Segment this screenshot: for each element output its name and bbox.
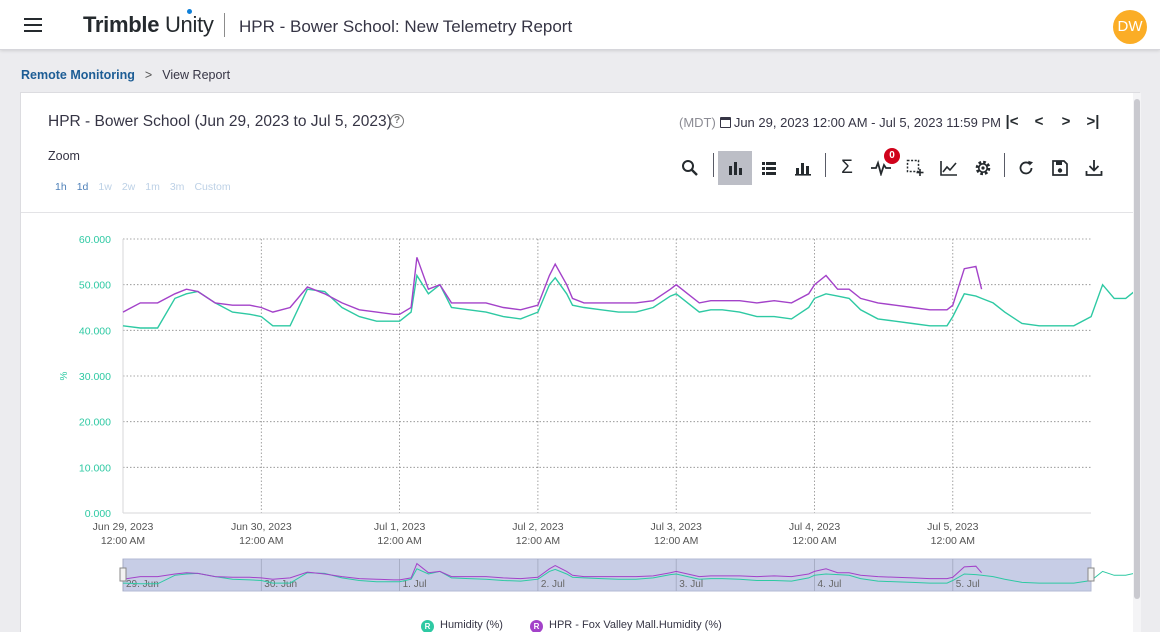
humidity-chart[interactable]: 0.000 10.000 20.000 30.000 40.000 50.000 60.00… — [21, 93, 1133, 613]
navigator-left-handle[interactable] — [119, 567, 127, 582]
top-bar: Trimble Unity HPR - Bower School: New Te… — [0, 0, 1160, 50]
toolbar-divider — [1004, 153, 1005, 177]
last-page-icon[interactable]: >| — [1086, 113, 1100, 130]
breadcrumb: Remote Monitoring > View Report — [21, 68, 230, 82]
y-tick-label: 10.000 — [79, 462, 111, 474]
navigator-series-line-fox-valley — [122, 562, 982, 581]
previous-icon[interactable]: < — [1034, 113, 1044, 130]
y-tick-label: 50.000 — [79, 280, 111, 292]
y-tick-label: 30.000 — [79, 371, 111, 383]
date-range-picker[interactable]: (MDT) Jun 29, 2023 12:00 AM - Jul 5, 2023… — [679, 115, 1001, 130]
navigator-date-label: 2. Jul — [541, 579, 565, 590]
brand-name-bold: Trimble — [83, 12, 160, 37]
breadcrumb-chevron-icon: > — [144, 68, 153, 82]
page-title: HPR - Bower School: New Telemetry Report — [239, 17, 573, 36]
navigator-date-label: 4. Jul — [818, 579, 842, 590]
navigator-date-label: 5. Jul — [956, 579, 980, 590]
navigator-date-label: 29. Jun — [126, 579, 159, 590]
timezone-label: (MDT) — [679, 115, 716, 130]
x-tick-date-label: Jul 3, 2023 — [651, 521, 703, 533]
x-tick-date-label: Jun 29, 2023 — [93, 521, 154, 533]
y-tick-label: 40.000 — [79, 325, 111, 337]
x-tick-date-label: Jul 5, 2023 — [927, 521, 979, 533]
zoom-1w-button[interactable]: 1w — [98, 181, 112, 193]
legend-item-humidity[interactable]: R Humidity (%) — [421, 619, 503, 632]
y-tick-label: 20.000 — [79, 417, 111, 429]
vertical-scrollbar[interactable] — [1133, 93, 1141, 632]
legend-badge: R — [421, 620, 434, 632]
report-title: HPR - Bower School (Jun 29, 2023 to Jul … — [48, 113, 392, 130]
x-tick-time-label: 12:00 AM — [516, 535, 560, 547]
header-divider — [224, 13, 225, 37]
x-tick-time-label: 12:00 AM — [931, 535, 975, 547]
save-icon[interactable] — [1043, 151, 1077, 185]
user-avatar[interactable]: DW — [1113, 10, 1147, 44]
brand-name-light: Unity — [159, 12, 214, 37]
navigator-date-label: 30. Jun — [264, 579, 297, 590]
date-range-text: Jun 29, 2023 12:00 AM - Jul 5, 2023 11:5… — [733, 115, 1001, 130]
settings-icon[interactable] — [966, 151, 1000, 185]
menu-icon[interactable] — [24, 18, 42, 32]
sigma-icon[interactable]: Σ — [841, 157, 853, 178]
x-tick-time-label: 12:00 AM — [377, 535, 421, 547]
scrollbar-thumb[interactable] — [1134, 99, 1140, 599]
anomaly-icon[interactable] — [864, 151, 898, 185]
navigator-date-label: 3. Jul — [679, 579, 703, 590]
refresh-icon[interactable] — [1009, 151, 1043, 185]
anomaly-count-badge: 0 — [884, 148, 900, 164]
zoom-1d-button[interactable]: 1d — [76, 181, 89, 193]
navigator-selection[interactable] — [122, 558, 1092, 592]
zoom-options: 1h 1d 1w 2w 1m 3m Custom — [55, 181, 241, 193]
x-tick-time-label: 12:00 AM — [101, 535, 145, 547]
x-tick-date-label: Jul 2, 2023 — [512, 521, 564, 533]
legend-label: Humidity (%) — [440, 619, 503, 631]
breadcrumb-remote-monitoring-link[interactable]: Remote Monitoring — [21, 68, 135, 82]
zoom-1m-button[interactable]: 1m — [145, 181, 160, 193]
navigator-right-handle[interactable] — [1087, 567, 1095, 582]
y-axis-label: % — [59, 371, 70, 380]
zoom-label: Zoom — [48, 149, 80, 163]
y-tick-label: 60.000 — [79, 234, 111, 246]
x-tick-time-label: 12:00 AM — [792, 535, 836, 547]
navigator-date-label: 1. Jul — [403, 579, 427, 590]
download-icon[interactable] — [1077, 151, 1111, 185]
select-region-icon[interactable] — [898, 151, 932, 185]
next-icon[interactable]: > — [1061, 113, 1071, 130]
calendar-icon — [719, 117, 731, 128]
report-card: HPR - Bower School (Jun 29, 2023 to Jul … — [20, 92, 1141, 632]
brand-logo[interactable]: Trimble Unity — [83, 12, 214, 38]
bar-chart-icon[interactable] — [718, 151, 752, 185]
x-tick-time-label: 12:00 AM — [654, 535, 698, 547]
x-tick-date-label: Jun 30, 2023 — [231, 521, 292, 533]
stacked-bar-icon[interactable] — [786, 151, 820, 185]
card-header-divider — [21, 212, 1133, 213]
zoom-custom-button[interactable]: Custom — [194, 181, 231, 193]
help-icon[interactable]: ? — [390, 114, 404, 128]
legend-item-fox-valley[interactable]: R HPR - Fox Valley Mall.Humidity (%) — [530, 619, 722, 632]
first-page-icon[interactable]: |< — [1005, 113, 1019, 130]
x-tick-date-label: Jul 1, 2023 — [374, 521, 426, 533]
series-line-humidity[interactable] — [122, 273, 1133, 329]
toolbar-divider — [713, 153, 714, 177]
toolbar-divider — [825, 153, 826, 177]
x-tick-date-label: Jul 4, 2023 — [789, 521, 841, 533]
legend-label: HPR - Fox Valley Mall.Humidity (%) — [549, 619, 722, 631]
chart-legend: R Humidity (%) R HPR - Fox Valley Mall.Hum… — [421, 619, 746, 632]
brand-dot-icon — [187, 9, 192, 14]
search-icon[interactable] — [673, 151, 707, 185]
zoom-3m-button[interactable]: 3m — [169, 181, 185, 193]
legend-badge: R — [530, 620, 544, 632]
list-icon[interactable] — [752, 151, 786, 185]
breadcrumb-current: View Report — [162, 68, 231, 82]
zoom-1h-button[interactable]: 1h — [55, 181, 67, 193]
line-chart-icon[interactable] — [932, 151, 966, 185]
series-line-fox-valley[interactable] — [122, 257, 983, 316]
x-tick-time-label: 12:00 AM — [239, 535, 283, 547]
zoom-2w-button[interactable]: 2w — [121, 181, 136, 193]
y-tick-label: 0.000 — [85, 508, 111, 520]
